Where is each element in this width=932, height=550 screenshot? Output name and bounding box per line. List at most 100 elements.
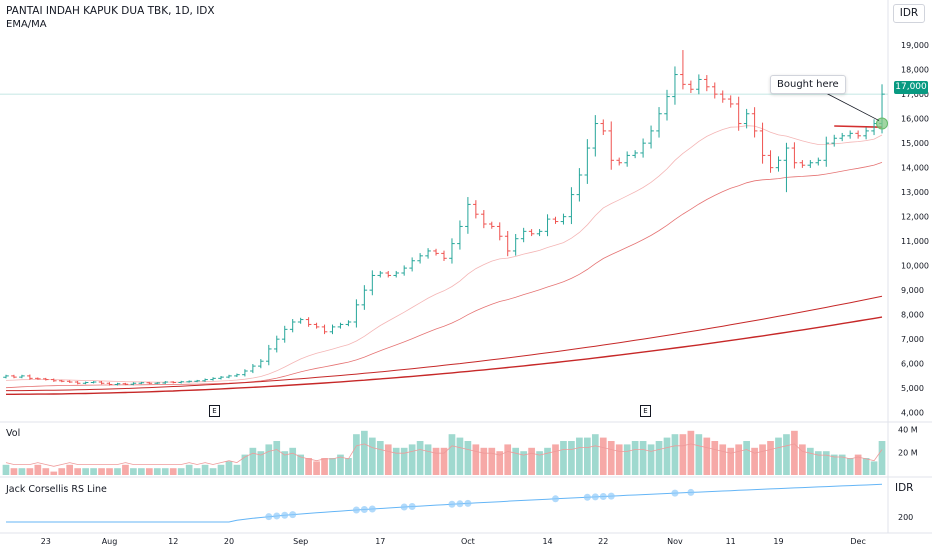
candle-104: [831, 134, 838, 147]
y-tick-label: 19,000: [901, 41, 929, 50]
candle-71: [568, 187, 575, 225]
volume-bar: [10, 468, 18, 475]
ma-slow-line: [6, 295, 883, 392]
candle-23: [186, 380, 192, 383]
x-tick-label: 22: [598, 537, 608, 546]
rs-new-high-dot: [408, 503, 416, 511]
candle-102: [815, 157, 822, 166]
volume-bar: [711, 441, 719, 475]
volume-bar: [305, 458, 312, 475]
x-tick-label: Dec: [850, 537, 865, 546]
volume-bar: [376, 441, 384, 475]
volume-bar: [145, 468, 153, 475]
candle-73: [584, 139, 591, 184]
volume-bar: [130, 468, 137, 475]
volume-bar: [719, 444, 727, 475]
candle-107: [855, 130, 861, 139]
volume-bar: [153, 468, 161, 475]
candle-80: [640, 138, 646, 158]
volume-bar: [361, 430, 368, 475]
candle-87: [696, 74, 702, 95]
volume-bar: [74, 468, 82, 475]
volume-bar: [249, 447, 257, 475]
candle-63: [504, 231, 511, 257]
volume-bar: [122, 464, 129, 475]
candle-78: [624, 151, 630, 167]
candle-1: [11, 374, 17, 379]
candle-35: [281, 325, 288, 343]
volume-bar: [289, 447, 297, 475]
rs-new-high-dot: [400, 503, 408, 511]
volume-bar: [743, 441, 750, 475]
volume-bar: [384, 444, 392, 475]
rs-new-high-dot: [464, 499, 472, 507]
candle-14: [114, 382, 121, 386]
earnings-marker-1[interactable]: E: [209, 405, 220, 417]
volume-bar: [870, 461, 878, 475]
ma-slowest-line: [6, 316, 883, 395]
currency-badge[interactable]: IDR: [893, 4, 925, 23]
candle-84: [672, 66, 678, 105]
earnings-marker-2[interactable]: E: [640, 405, 651, 417]
volume-bar: [615, 444, 623, 475]
x-tick-label: 14: [542, 537, 552, 546]
candle-42: [337, 322, 344, 329]
candle-68: [544, 214, 551, 237]
volume-bar: [408, 444, 416, 475]
volume-bar: [424, 444, 432, 475]
indicator-label[interactable]: EMA/MA: [6, 19, 47, 30]
candle-81: [648, 125, 654, 149]
candle-72: [576, 168, 583, 202]
volume-bar: [671, 434, 679, 475]
volume-bar: [814, 451, 822, 475]
candle-52: [417, 253, 423, 264]
candle-13: [106, 382, 113, 386]
volume-bar: [58, 468, 66, 475]
candle-32: [258, 359, 264, 369]
candle-98: [783, 142, 790, 193]
volume-bar: [98, 468, 105, 475]
candle-12: [98, 380, 105, 385]
candle-101: [807, 160, 814, 168]
candle-43: [345, 320, 352, 327]
candle-41: [329, 324, 336, 335]
candle-95: [759, 122, 766, 164]
volume-bar: [82, 468, 89, 475]
volume-bar: [177, 468, 185, 475]
volume-bar: [703, 437, 711, 475]
y-tick-label: 17,000: [901, 90, 929, 99]
volume-bar: [345, 458, 352, 475]
candle-4: [35, 377, 41, 380]
y-tick-label: 14,000: [901, 164, 929, 173]
candle-47: [377, 270, 384, 278]
candle-30: [242, 369, 248, 377]
x-tick-label: Oct: [461, 537, 475, 546]
volume-bar: [456, 437, 464, 475]
candle-29: [234, 373, 240, 378]
volume-bar: [504, 444, 512, 475]
volume-bar: [647, 444, 655, 475]
candle-17: [138, 381, 145, 385]
candle-24: [194, 379, 200, 383]
rs-new-high-dot: [273, 512, 281, 520]
volume-bar: [576, 437, 583, 475]
bought-here-callout[interactable]: Bought here: [770, 75, 846, 94]
rs-new-high-dot: [583, 493, 591, 501]
volume-bar: [862, 458, 870, 475]
candle-57: [457, 220, 463, 250]
candle-55: [441, 250, 447, 262]
candle-100: [799, 160, 806, 168]
y-tick-label: 16,000: [901, 115, 929, 124]
candle-99: [791, 142, 798, 169]
rs-new-high-dot: [448, 500, 456, 508]
candle-89: [711, 82, 718, 99]
candle-93: [743, 108, 750, 129]
candle-86: [688, 80, 694, 94]
rs-new-high-dot: [687, 488, 695, 496]
candle-82: [656, 107, 662, 138]
candle-62: [496, 222, 503, 241]
volume-bar: [599, 437, 607, 475]
candle-31: [250, 364, 256, 374]
volume-bar: [568, 441, 575, 475]
